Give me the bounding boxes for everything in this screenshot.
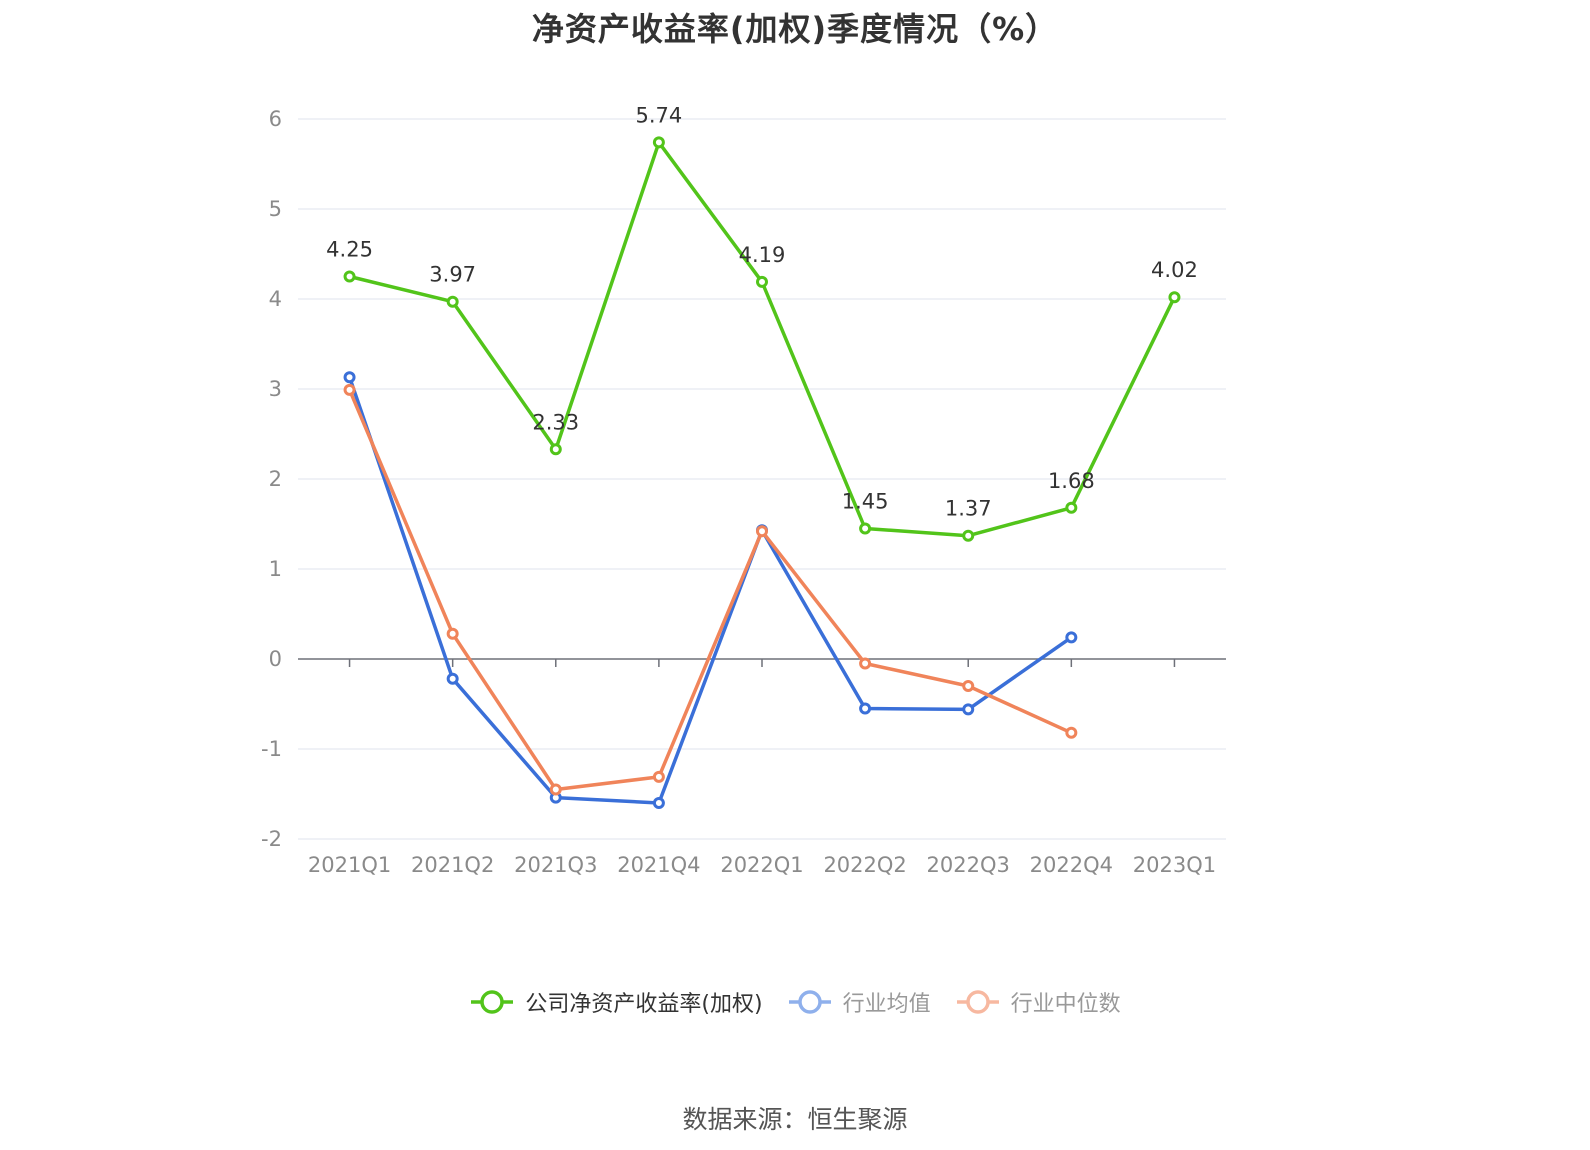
y-tick-label: 1 (269, 557, 282, 581)
data-point[interactable] (962, 529, 975, 542)
legend-swatch (956, 990, 999, 1014)
y-tick-label: 5 (269, 197, 282, 221)
series-line (347, 376, 1073, 805)
data-point[interactable] (446, 672, 459, 685)
x-tick-label: 2022Q3 (927, 853, 1010, 877)
data-point[interactable] (1065, 501, 1078, 514)
data-point[interactable] (859, 522, 872, 535)
data-point[interactable] (1168, 291, 1181, 304)
y-tick-label: 2 (269, 467, 282, 491)
data-point[interactable] (446, 627, 459, 640)
x-axis (298, 658, 1226, 667)
legend: 公司净资产收益率(加权) 行业均值 行业中位数 (0, 986, 1590, 1018)
y-tick-label: 4 (269, 287, 282, 311)
chart-title: 净资产收益率(加权)季度情况（%） (531, 10, 1059, 48)
x-tick-label: 2022Q4 (1030, 853, 1113, 877)
x-tick-label: 2021Q3 (514, 853, 597, 877)
legend-swatch (788, 990, 831, 1014)
legend-marker (797, 990, 822, 1014)
data-label: 2.33 (532, 410, 579, 434)
y-tick-label: 0 (269, 647, 282, 671)
data-labels: 4.25 3.97 2.33 5.74 4.19 1.45 1.37 1.68 4.02 (326, 103, 1198, 520)
series-2 (343, 383, 1078, 796)
data-label: 1.45 (842, 490, 889, 514)
legend-swatch (471, 990, 514, 1014)
y-tick-label: 6 (269, 107, 282, 131)
data-point[interactable] (756, 525, 768, 538)
data-point[interactable] (343, 270, 356, 283)
legend-label: 公司净资产收益率(加权) (525, 992, 763, 1017)
series-line (347, 389, 1073, 792)
data-point[interactable] (756, 275, 768, 288)
data-point[interactable] (1065, 631, 1078, 644)
legend-item[interactable]: 行业中位数 (955, 986, 1121, 1018)
x-tick-label: 2022Q2 (823, 853, 906, 877)
data-point[interactable] (859, 702, 872, 715)
x-tick-label: 2022Q1 (720, 853, 803, 877)
x-tick-label: 2021Q1 (308, 853, 391, 877)
data-label: 5.74 (636, 103, 683, 127)
data-label: 1.68 (1048, 469, 1095, 493)
y-tick-label: -2 (261, 827, 282, 851)
data-source: 数据来源：恒生聚源 (682, 1105, 908, 1134)
data-label: 4.19 (739, 243, 786, 267)
series-1 (343, 371, 1078, 809)
x-axis-labels: 2021Q1 2021Q2 2021Q3 2021Q4 2022Q1 2022Q2 2022… (308, 853, 1216, 877)
data-point[interactable] (652, 136, 665, 149)
data-label: 3.97 (429, 263, 476, 287)
legend-marker (965, 990, 990, 1014)
legend-marker (480, 990, 505, 1014)
data-point[interactable] (343, 383, 356, 396)
x-tick-label: 2021Q2 (411, 853, 494, 877)
legend-item[interactable]: 公司净资产收益率(加权) (469, 986, 763, 1018)
data-point[interactable] (446, 295, 459, 308)
y-tick-label: 3 (269, 377, 282, 401)
data-point[interactable] (549, 783, 562, 796)
data-point[interactable] (962, 703, 975, 716)
y-axis: -2 -1 0 1 2 3 4 5 6 (261, 107, 282, 851)
x-tick-label: 2021Q4 (617, 853, 700, 877)
data-point[interactable] (652, 797, 665, 809)
series-0 (343, 136, 1181, 542)
series-layer (343, 136, 1181, 809)
data-point[interactable] (859, 657, 872, 670)
data-label: 1.37 (945, 497, 992, 521)
data-point[interactable] (549, 443, 562, 456)
data-point[interactable] (343, 371, 356, 384)
x-tick-label: 2023Q1 (1133, 853, 1216, 877)
data-point[interactable] (652, 770, 665, 783)
data-point[interactable] (1065, 726, 1078, 739)
y-tick-label: -1 (261, 737, 282, 761)
grid-lines (298, 118, 1226, 840)
data-label: 4.25 (326, 238, 373, 262)
data-point[interactable] (962, 680, 975, 692)
legend-label: 行业均值 (842, 992, 931, 1017)
legend-label: 行业中位数 (1010, 992, 1121, 1017)
data-label: 4.02 (1151, 258, 1198, 282)
legend-item[interactable]: 行业均值 (787, 986, 931, 1018)
